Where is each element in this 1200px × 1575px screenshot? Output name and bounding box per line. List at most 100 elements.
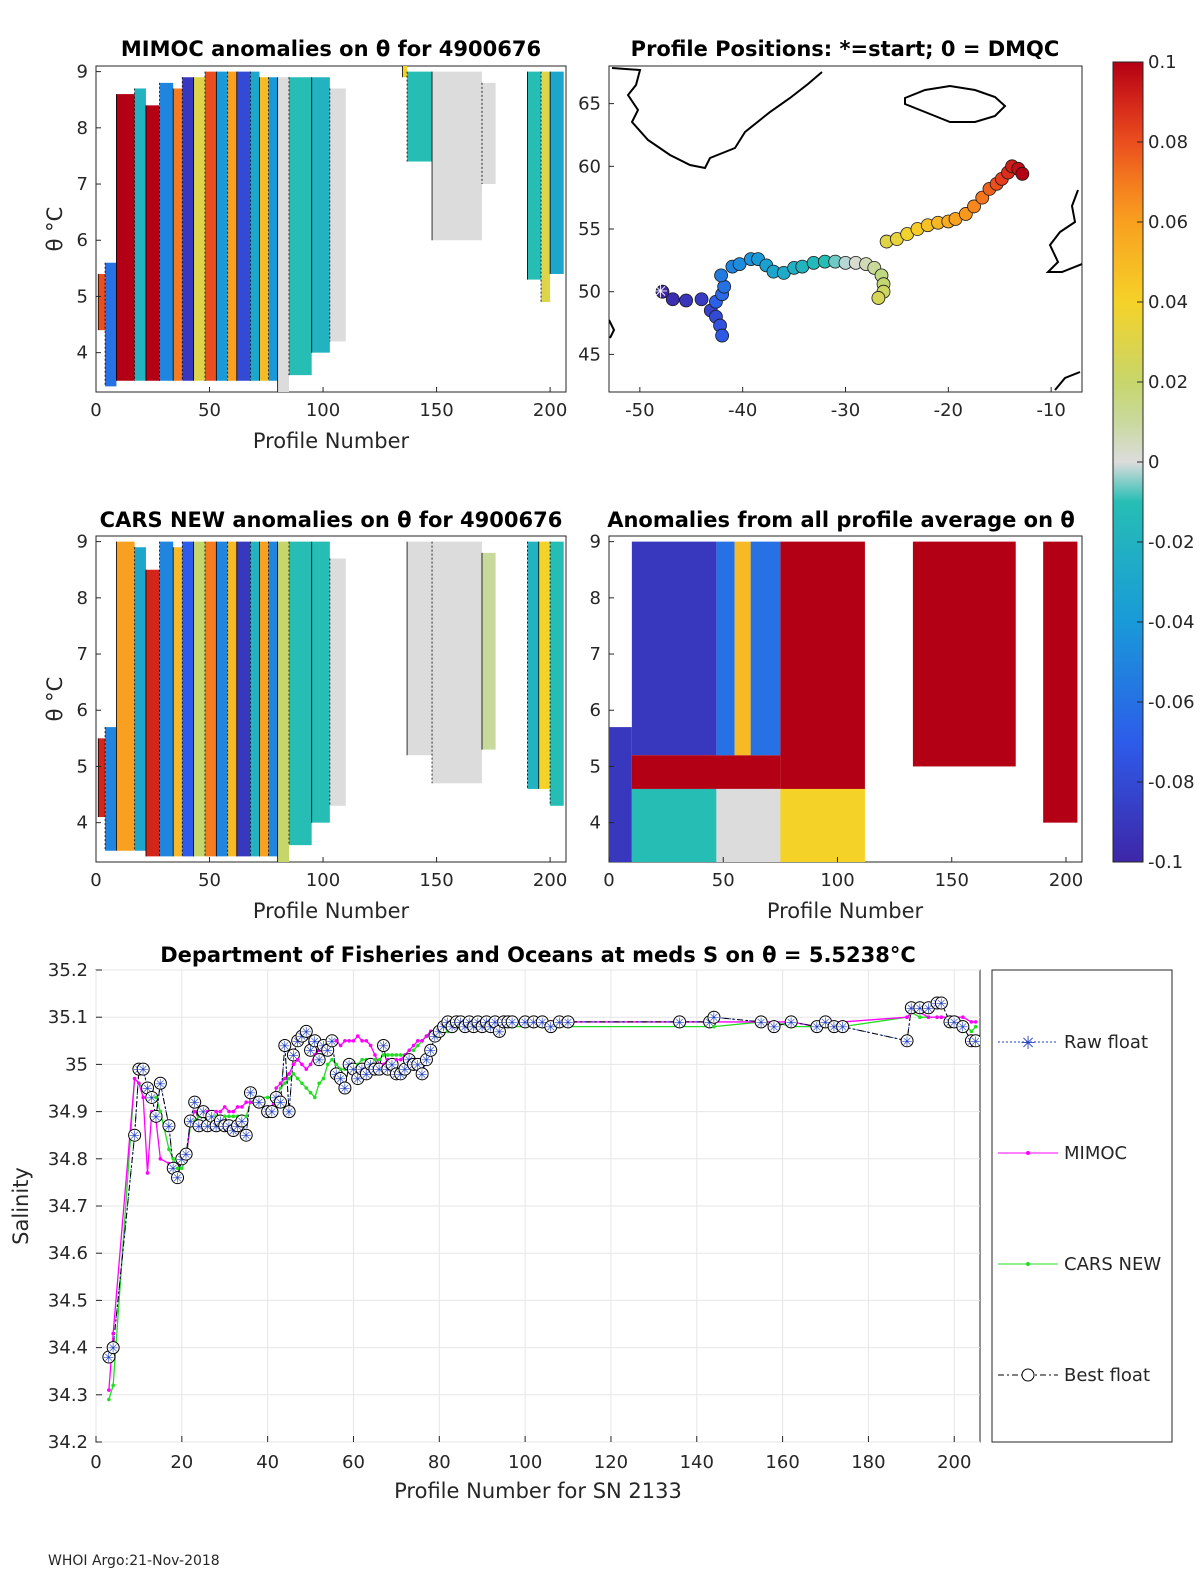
x-tick-label: 150	[935, 870, 969, 891]
cars-point	[107, 1397, 111, 1402]
anomaly-cell	[268, 541, 278, 857]
raw-float-point: ✳	[829, 1021, 840, 1036]
best-float-point	[299, 1024, 313, 1038]
y-tick-label: 35	[65, 1054, 88, 1075]
anomaly-cell	[182, 541, 194, 857]
anomaly-cell	[250, 71, 260, 381]
mimoc-point	[334, 1039, 339, 1043]
mimoc-point	[235, 1105, 240, 1109]
best-float-point	[286, 1048, 300, 1062]
x-tick-label: 200	[1049, 870, 1083, 891]
raw-float-point: ✳	[756, 1016, 767, 1031]
mimoc-point	[304, 1067, 309, 1071]
raw-float-point: ✳	[309, 1035, 320, 1050]
map-plot-area	[608, 65, 1083, 393]
anomaly-cell	[193, 77, 205, 381]
anomaly-cell	[527, 71, 542, 280]
raw-float-point: ✳	[241, 1129, 252, 1144]
raw-float-point: ✳	[163, 1120, 174, 1135]
cars-point	[398, 1053, 403, 1057]
mimoc-point	[961, 1015, 965, 1019]
raw-float-point: ✳	[708, 1011, 719, 1026]
cars-point	[231, 1114, 236, 1119]
x-tick-label: -20	[934, 400, 963, 421]
raw-float-point: ✳	[194, 1120, 205, 1135]
raw-float-point: ✳	[254, 1096, 265, 1111]
mimoc-panel-title: MIMOC anomalies on θ for 4900676	[121, 37, 541, 61]
cars-point	[167, 1147, 171, 1152]
mimoc-point	[141, 1095, 146, 1100]
raw-float-point: ✳	[284, 1106, 295, 1121]
y-tick-label: 8	[77, 118, 88, 139]
mimoc-point	[248, 1100, 253, 1104]
x-tick-label: 100	[820, 870, 854, 891]
x-tick-label: 200	[533, 870, 567, 891]
mimoc-point	[145, 1171, 150, 1175]
mimoc-xlabel: Profile Number	[253, 429, 410, 453]
anomaly-cell	[204, 71, 217, 381]
colorbar-tick-label: -0.02	[1148, 532, 1195, 553]
newfoundland-coast	[609, 319, 616, 339]
cars-anomaly-panel: CARS NEW anomalies on θ for 4900676 0 50 1…	[43, 508, 567, 923]
legend-entry-raw: ✳ Raw float	[998, 1032, 1148, 1054]
raw-float-point: ✳	[301, 1025, 312, 1040]
raw-float-point: ✳	[412, 1058, 423, 1073]
profile-position-marker	[665, 292, 680, 307]
mimoc-point	[287, 1072, 291, 1076]
anomaly-cell	[311, 77, 330, 353]
cars-point	[712, 1024, 716, 1029]
cars-point	[969, 1029, 974, 1034]
best-float-point	[377, 1039, 391, 1053]
greenland-coast	[611, 67, 823, 170]
mimoc-point	[368, 1043, 373, 1048]
raw-float-point: ✳	[322, 1044, 333, 1059]
mimoc-point	[274, 1086, 279, 1090]
mimoc-point	[420, 1039, 424, 1043]
x-tick-label: 0	[90, 870, 101, 891]
best-float-point	[784, 1015, 798, 1029]
best-float-point	[235, 1114, 249, 1128]
x-tick-label: 0	[90, 400, 101, 421]
cars-panel-title: CARS NEW anomalies on θ for 4900676	[100, 508, 563, 532]
avg-panel-title: Anomalies from all profile average on θ	[607, 508, 1075, 532]
salinity-xlabel: Profile Number for SN 2133	[394, 1479, 682, 1503]
avg-xlabel: Profile Number	[767, 899, 924, 923]
best-float-point	[561, 1015, 575, 1029]
cars-point	[308, 1090, 313, 1095]
raw-float-point: ✳	[129, 1129, 140, 1144]
x-tick-label: -30	[831, 400, 860, 421]
anomaly-cell	[259, 541, 269, 857]
raw-float-point: ✳	[545, 1021, 556, 1036]
raw-float-point: ✳	[339, 1082, 350, 1097]
anomaly-cell	[236, 71, 251, 381]
cars-point	[287, 1076, 291, 1081]
raw-float-point: ✳	[245, 1087, 256, 1102]
cars-point	[334, 1062, 339, 1067]
cars-point	[330, 1057, 334, 1062]
raw-float-point: ✳	[425, 1044, 436, 1059]
raw-float-point: ✳	[417, 1068, 428, 1083]
x-tick-label: 180	[851, 1452, 885, 1473]
anomaly-cell	[216, 71, 228, 381]
mimoc-point	[355, 1034, 360, 1038]
mimoc-point	[360, 1039, 364, 1043]
y-tick-label: 34.3	[48, 1385, 88, 1406]
raw-float-point: ✳	[554, 1016, 565, 1031]
colorbar-tick-label: -0.06	[1148, 692, 1195, 713]
mimoc-point	[364, 1039, 369, 1043]
y-tick-label: 7	[590, 644, 601, 665]
cars-point	[416, 1043, 420, 1048]
raw-float-point: ✳	[923, 1002, 934, 1017]
y-tick-label: 60	[578, 156, 601, 177]
raw-float-point: ✳	[103, 1351, 114, 1366]
y-tick-label: 7	[77, 644, 88, 665]
best-float-point	[934, 996, 948, 1010]
anomaly-cell	[98, 738, 106, 818]
mimoc-point	[939, 1015, 944, 1019]
raw-float-point: ✳	[485, 1021, 496, 1036]
raw-float-point: ✳	[490, 1016, 501, 1031]
x-tick-label: 0	[603, 870, 614, 891]
anomaly-cell	[329, 558, 346, 806]
raw-float-point: ✳	[902, 1035, 913, 1050]
best-float-point	[171, 1171, 185, 1185]
